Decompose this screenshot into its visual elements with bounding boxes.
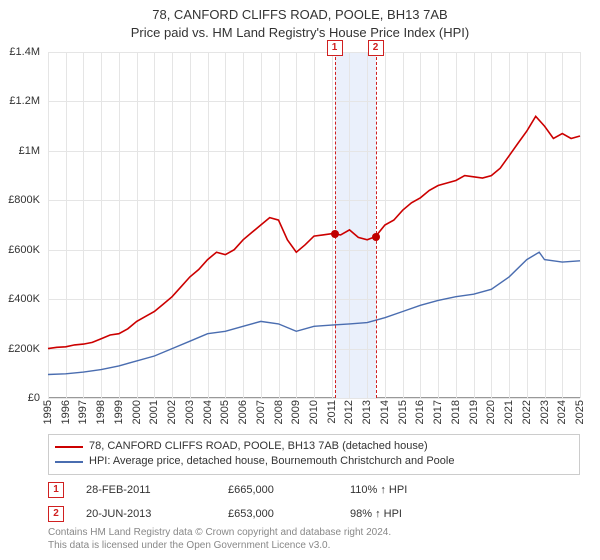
event-dot: [331, 230, 339, 238]
x-tick-label: 2000: [131, 400, 143, 424]
y-tick-label: £600K: [8, 244, 40, 256]
x-tick-label: 2014: [379, 400, 391, 424]
event-marker-line: [335, 52, 336, 398]
x-tick-label: 1998: [95, 400, 107, 424]
legend-swatch: [55, 446, 83, 448]
x-tick-label: 2006: [237, 400, 249, 424]
event-badge-icon: 1: [48, 482, 64, 498]
footnote-line-2: This data is licensed under the Open Gov…: [48, 539, 580, 552]
x-tick-label: 2008: [273, 400, 285, 424]
y-tick-label: £0: [28, 392, 40, 404]
event-pct: 98% ↑ HPI: [350, 508, 470, 520]
x-tick-label: 1996: [60, 400, 72, 424]
y-axis-labels: £0£200K£400K£600K£800K£1M£1.2M£1.4M: [0, 52, 44, 398]
y-tick-label: £800K: [8, 194, 40, 206]
event-row: 1 28-FEB-2011 £665,000 110% ↑ HPI: [48, 478, 580, 502]
x-tick-label: 2010: [308, 400, 320, 424]
chart-title: 78, CANFORD CLIFFS ROAD, POOLE, BH13 7AB…: [0, 0, 600, 41]
x-tick-label: 2023: [539, 400, 551, 424]
legend-label: HPI: Average price, detached house, Bour…: [89, 454, 454, 469]
y-tick-label: £200K: [8, 343, 40, 355]
title-line-1: 78, CANFORD CLIFFS ROAD, POOLE, BH13 7AB: [0, 6, 600, 24]
x-tick-label: 1995: [42, 400, 54, 424]
event-pct: 110% ↑ HPI: [350, 484, 470, 496]
x-tick-label: 2001: [148, 400, 160, 424]
legend-label: 78, CANFORD CLIFFS ROAD, POOLE, BH13 7AB…: [89, 439, 428, 454]
legend-box: 78, CANFORD CLIFFS ROAD, POOLE, BH13 7AB…: [48, 434, 580, 475]
event-badge-icon: 2: [48, 506, 64, 522]
x-tick-label: 2021: [503, 400, 515, 424]
x-tick-label: 2011: [326, 400, 338, 424]
event-marker-line: [376, 52, 377, 398]
event-price: £653,000: [228, 508, 328, 520]
x-tick-label: 2005: [219, 400, 231, 424]
legend-swatch: [55, 461, 83, 463]
event-table: 1 28-FEB-2011 £665,000 110% ↑ HPI 2 20-J…: [48, 478, 580, 526]
x-axis-labels: 1995199619971998199920002001200220032004…: [48, 398, 580, 438]
chart-plot-area: 12: [48, 52, 580, 398]
x-tick-label: 2012: [343, 400, 355, 424]
series-hpi-line: [48, 252, 580, 374]
y-tick-label: £1.2M: [9, 95, 40, 107]
event-badge-icon: 2: [368, 40, 384, 56]
x-tick-label: 2025: [574, 400, 586, 424]
y-tick-label: £1M: [19, 145, 40, 157]
event-badge-icon: 1: [327, 40, 343, 56]
x-tick-label: 2020: [485, 400, 497, 424]
footnote-line-1: Contains HM Land Registry data © Crown c…: [48, 526, 580, 539]
x-tick-label: 1997: [77, 400, 89, 424]
series-property-line: [48, 116, 580, 348]
chart-lines-svg: [48, 52, 580, 398]
footnote: Contains HM Land Registry data © Crown c…: [48, 526, 580, 552]
x-tick-label: 2002: [166, 400, 178, 424]
y-tick-label: £400K: [8, 293, 40, 305]
x-tick-label: 2018: [450, 400, 462, 424]
x-tick-label: 2007: [255, 400, 267, 424]
event-date: 20-JUN-2013: [86, 508, 206, 520]
x-tick-label: 2016: [414, 400, 426, 424]
legend-row-hpi: HPI: Average price, detached house, Bour…: [55, 454, 573, 469]
x-tick-label: 2015: [397, 400, 409, 424]
x-tick-label: 2004: [202, 400, 214, 424]
x-tick-label: 2003: [184, 400, 196, 424]
x-tick-label: 2019: [468, 400, 480, 424]
event-price: £665,000: [228, 484, 328, 496]
x-tick-label: 2009: [290, 400, 302, 424]
x-tick-label: 2024: [556, 400, 568, 424]
x-tick-label: 2013: [361, 400, 373, 424]
x-tick-label: 2022: [521, 400, 533, 424]
event-date: 28-FEB-2011: [86, 484, 206, 496]
event-dot: [372, 233, 380, 241]
x-tick-label: 1999: [113, 400, 125, 424]
event-row: 2 20-JUN-2013 £653,000 98% ↑ HPI: [48, 502, 580, 526]
y-tick-label: £1.4M: [9, 46, 40, 58]
x-tick-label: 2017: [432, 400, 444, 424]
title-line-2: Price paid vs. HM Land Registry's House …: [0, 24, 600, 42]
legend-row-property: 78, CANFORD CLIFFS ROAD, POOLE, BH13 7AB…: [55, 439, 573, 454]
